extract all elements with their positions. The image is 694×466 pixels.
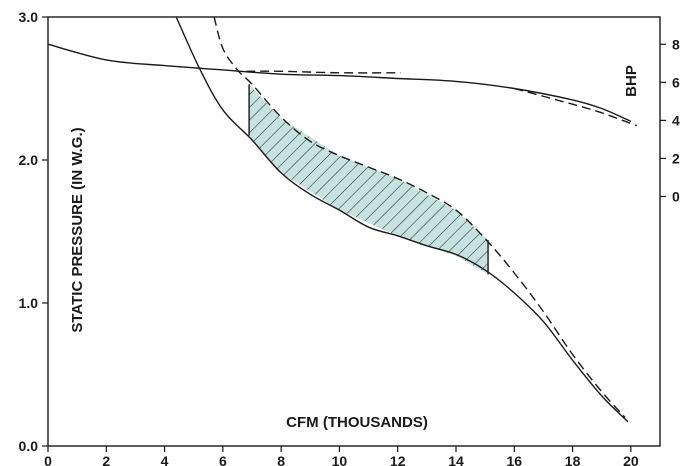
curve-series-2 xyxy=(246,71,400,73)
y-tick-label: 0.0 xyxy=(19,438,39,454)
x-tick-label: 16 xyxy=(506,453,522,466)
bhp-axis-label: BHP xyxy=(623,65,640,97)
y-tick-label: 3.0 xyxy=(19,9,39,25)
x-tick-label: 6 xyxy=(219,453,227,466)
bhp-tick-label: 4 xyxy=(672,112,680,128)
x-tick-label: 10 xyxy=(332,453,348,466)
y-axis-ticks: 0.0 1.0 2.0 3.0 xyxy=(19,9,48,454)
x-tick-label: 0 xyxy=(44,453,52,466)
shaded-operating-region xyxy=(249,84,488,274)
bhp-tick-label: 0 xyxy=(672,188,680,204)
x-axis-ticks: 0 2 4 6 8 10 12 14 16 18 20 xyxy=(44,446,639,466)
curve-series-3 xyxy=(514,89,636,126)
y-tick-label: 2.0 xyxy=(19,152,39,168)
x-tick-label: 4 xyxy=(161,453,169,466)
y-tick-label: 1.0 xyxy=(19,295,39,311)
x-tick-label: 20 xyxy=(623,453,639,466)
curve-series xyxy=(48,17,637,422)
x-tick-label: 8 xyxy=(277,453,285,466)
x-tick-label: 14 xyxy=(448,453,464,466)
bhp-tick-label: 2 xyxy=(672,150,680,166)
bhp-tick-label: 8 xyxy=(672,36,680,52)
y-axis-label: STATIC PRESSURE (IN W.G.) xyxy=(69,127,86,332)
x-tick-label: 18 xyxy=(565,453,581,466)
curve-series-1 xyxy=(48,44,631,121)
x-axis-label: CFM (THOUSANDS) xyxy=(286,414,428,431)
bhp-tick-label: 6 xyxy=(672,74,680,90)
bhp-axis-ticks: 0 2 4 6 8 xyxy=(660,36,680,204)
hatched-region xyxy=(249,84,488,274)
x-tick-label: 2 xyxy=(102,453,110,466)
x-tick-label: 12 xyxy=(390,453,406,466)
plot-frame xyxy=(48,17,660,446)
